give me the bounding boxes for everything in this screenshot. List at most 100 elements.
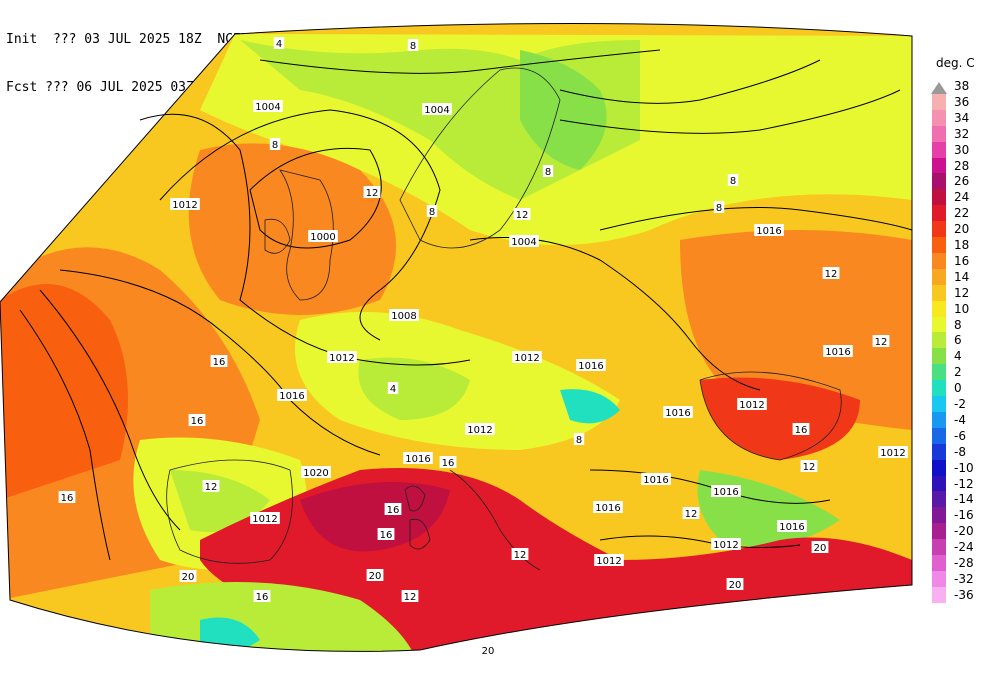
legend-label: 18 [954,238,970,252]
dewpoint-contour-label: 20 [482,646,495,657]
dewpoint-contour-label: 8 [410,41,416,52]
dewpoint-contour-label: 8 [730,176,736,187]
dewpoint-contour-label-bg [179,570,197,582]
dewpoint-contour-label: 12 [803,462,816,473]
isobar-label-bg [777,520,807,532]
legend-swatch [932,570,946,587]
legend-entry: 12 [922,284,1000,301]
dewpoint-contour-label-bg [426,205,438,217]
coast-ireland [264,218,291,254]
legend-entry: -20 [922,523,1000,540]
legend-swatch [932,252,946,269]
legend-entry: 4 [922,348,1000,365]
legend-entry: 38 [922,78,1000,94]
legend-swatch [932,332,946,349]
coast-iberia [166,459,293,564]
isobar-label: 1012 [739,400,764,411]
legend-entry: 24 [922,189,1000,206]
legend-entry: 26 [922,173,1000,190]
isobar-label: 1016 [405,454,430,465]
legend-entry: -2 [922,396,1000,412]
dewpoint-contour-label-bg [188,414,206,426]
legend-label: -32 [954,571,974,586]
dewpoint-contour-label-bg [439,456,457,468]
dewpoint-contour-label-bg [401,590,419,602]
legend-label: 24 [954,190,970,205]
legend-swatch [932,443,946,460]
legend-entry: 22 [922,205,1000,222]
legend-entry: -6 [922,427,1000,444]
legend-entry: 28 [922,157,1000,174]
dewpoint-contour-label: 16 [191,416,204,427]
legend-swatch [932,539,946,556]
legend-label: 4 [954,349,962,364]
isobar-label: 1012 [514,353,539,364]
dewpoint-contour-label-bg [792,423,810,435]
dewpoint-contour-label: 16 [380,530,393,541]
legend-swatch [932,93,946,110]
legend-swatch [932,523,946,540]
legend-entry: 8 [922,316,1000,333]
legend-label: -28 [954,556,974,570]
legend-swatch [932,109,946,126]
legend-entry: 36 [922,93,1000,110]
legend-entry: 6 [922,332,1000,349]
dewpoint-contour-label: 8 [429,207,435,218]
dewpoint-contour-label-bg [542,165,554,177]
legend-swatch [932,475,946,492]
legend-entry: -14 [922,491,1000,508]
dewpoint-contour-label-bg [726,578,744,590]
legend-label: 28 [954,158,970,173]
coast-corsica [404,485,426,512]
coast-scandinavia [399,67,561,249]
dewpoint-contour-label-bg [407,39,419,51]
dewpoint-contour-label: 4 [390,384,396,395]
forecast-map: 1004 1004 1000 1012 1004 1008 1012 1016 1012 1016… [0,22,913,657]
dewpoint-contour-label: 16 [61,493,74,504]
dewpoint-region-atlantic-core [0,284,128,500]
legend-entry: -8 [922,443,1000,460]
coast-britain [279,169,334,301]
legend-label: -36 [954,587,974,602]
isobar-label-bg [512,351,542,363]
dewpoint-contour-label-bg [511,548,529,560]
isobar-label-group: 1004 1004 1000 1012 1004 1008 1012 1016 1012 1016… [170,100,908,567]
isobar-label: 1016 [713,487,738,498]
dewpoint-contour-label: 16 [795,425,808,436]
legend-label: 38 [954,79,970,93]
coast-sardinia [409,518,431,550]
legend-label: -20 [954,524,974,539]
dewpoint-region-uk [188,143,396,315]
isobar-label: 1020 [303,468,328,479]
dewpoint-contour-label: 20 [814,543,827,554]
legend-entry: 34 [922,109,1000,126]
isobar-1016 [59,269,381,456]
isobar-label: 1012 [252,514,277,525]
legend-label: -14 [954,492,974,507]
legend-label: -12 [954,476,974,491]
dewpoint-contour-label: 20 [729,580,742,591]
dewpoint-contour-label-bg [273,37,285,49]
dewpoint-contour-label: 16 [213,357,226,368]
dewpoint-contour-label-bg [727,174,739,186]
dewpoint-contour-label-bg [363,186,381,198]
isobar-label-bg [465,423,495,435]
legend-label: -10 [954,460,974,475]
legend-label: -2 [954,397,966,411]
legend-title: deg. C [936,56,975,70]
legend-swatch [932,459,946,476]
legend-entry: -32 [922,570,1000,587]
isobar-1008-ne [559,59,821,104]
legend-entry: 30 [922,141,1000,158]
isobar-label-bg [327,351,357,363]
legend-entry: -24 [922,539,1000,556]
isobar-1020 [39,289,181,531]
isobar-label: 1004 [511,237,536,248]
isobar-label-bg [422,103,452,115]
legend-swatch [932,364,946,381]
legend-label: 2 [954,365,962,380]
isobar-label: 1016 [665,408,690,419]
isobar-label: 1012 [596,556,621,567]
dewpoint-contour-label: 12 [875,337,888,348]
isobar-label-bg [509,235,539,247]
